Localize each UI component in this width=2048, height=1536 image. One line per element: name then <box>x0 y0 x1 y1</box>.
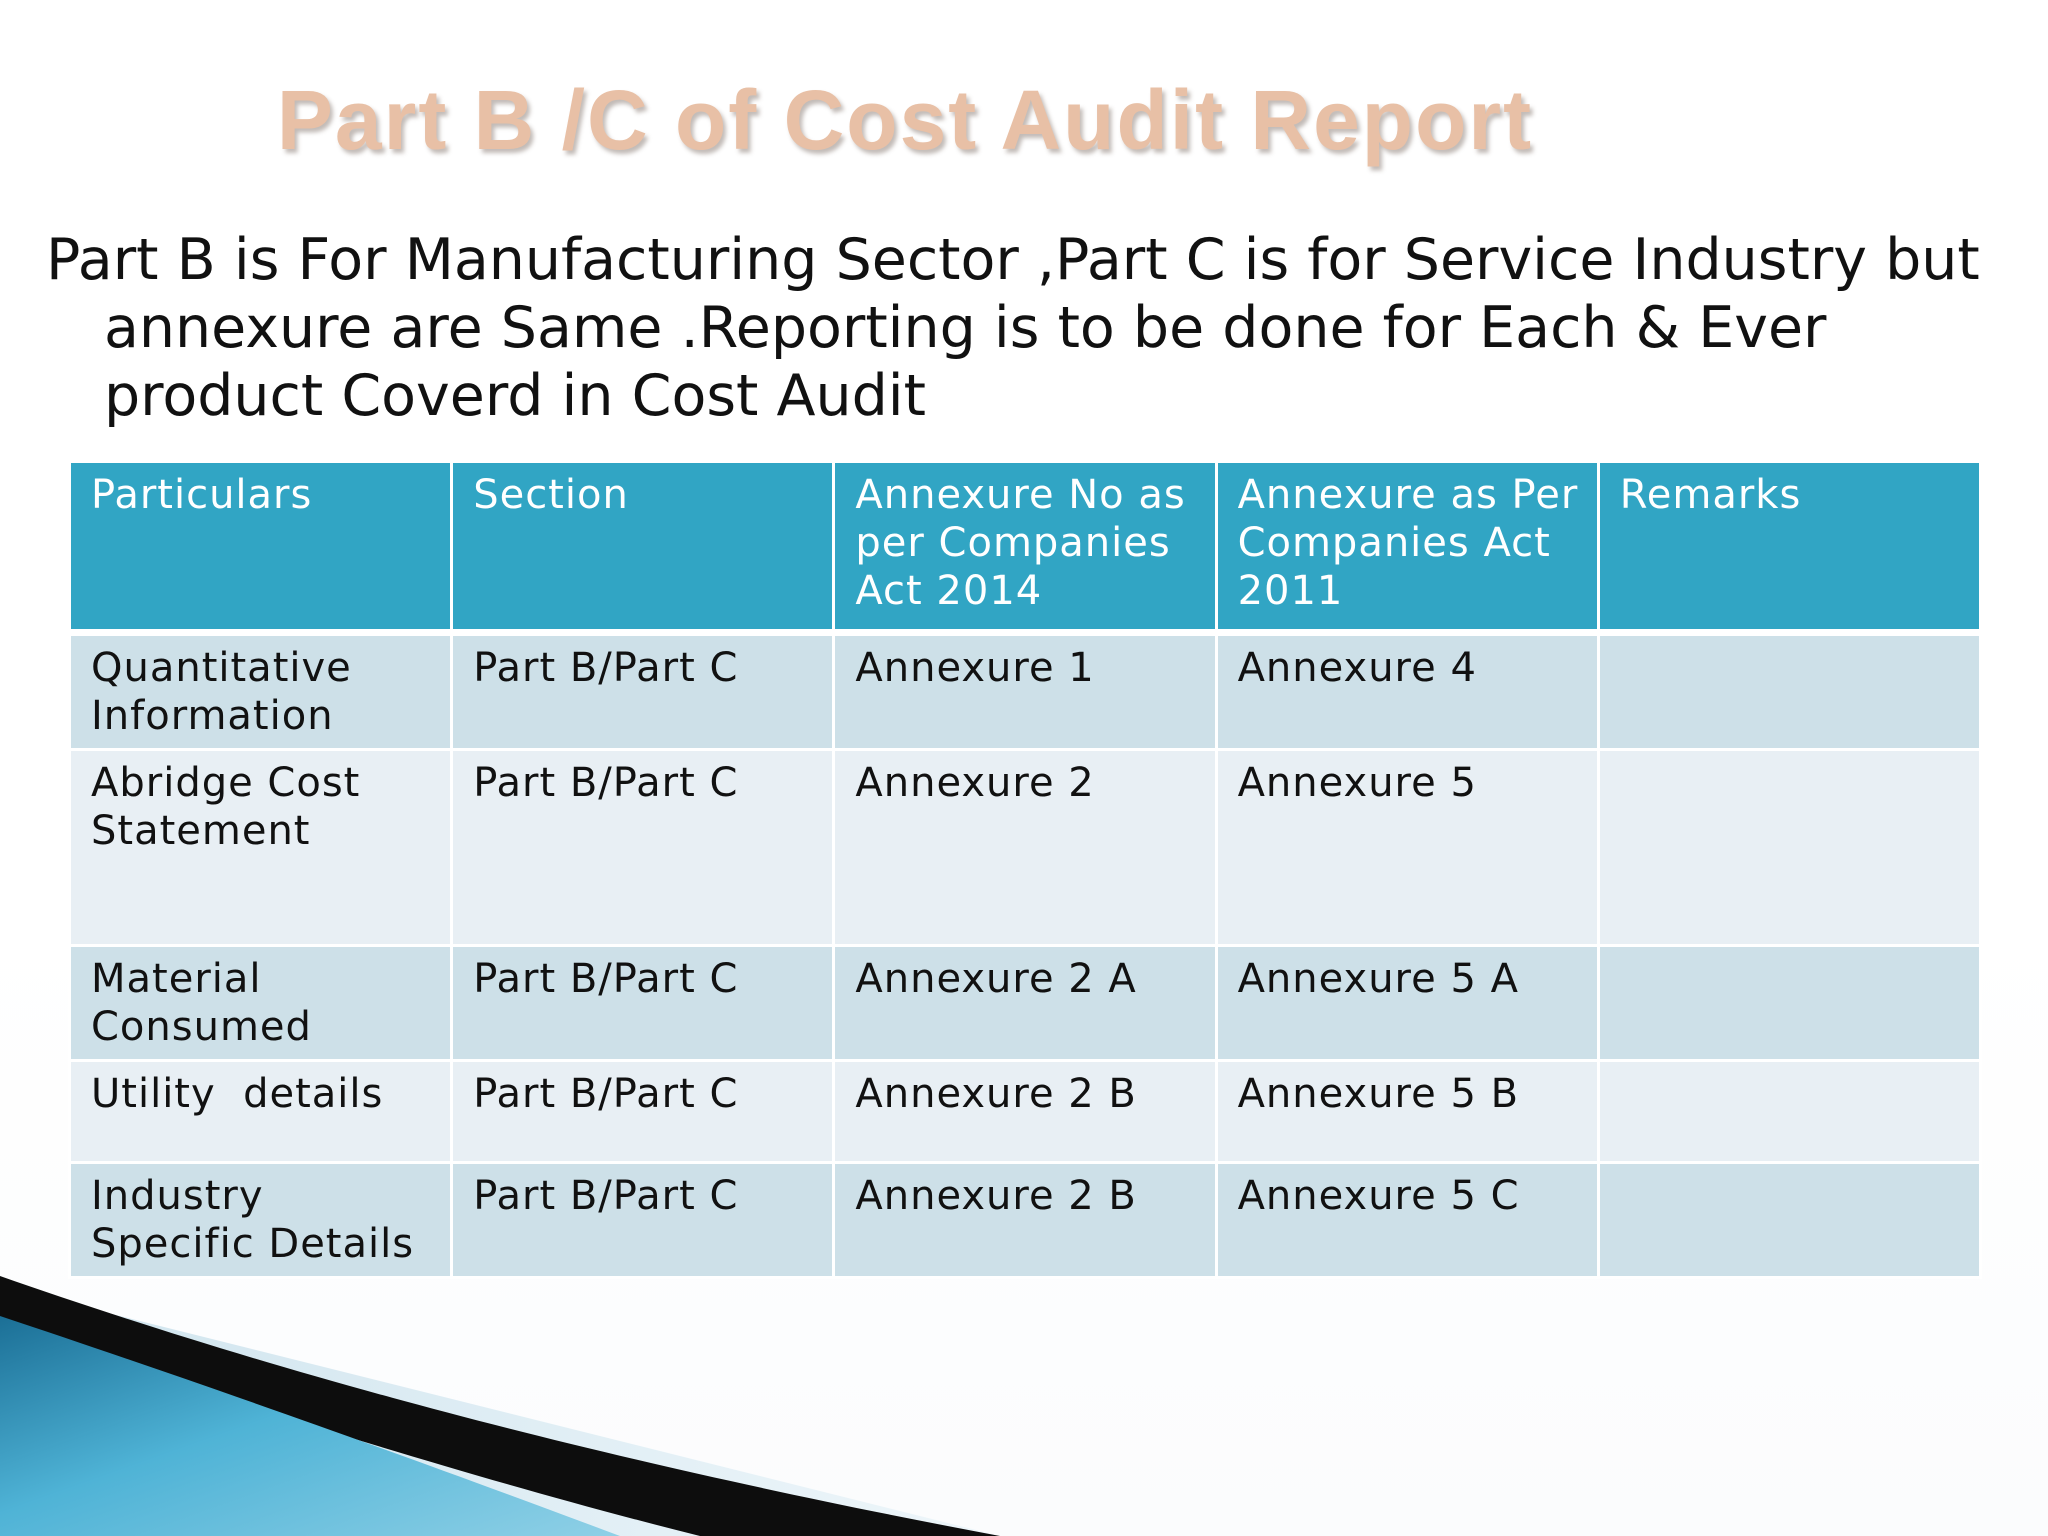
cell-annexure-2011: Annexure 5 <box>1214 748 1600 947</box>
cell-particulars: Quantitative Information <box>67 631 454 751</box>
cell-remarks <box>1596 1059 1983 1164</box>
cell-annexure-2011: Annexure 5 B <box>1214 1059 1600 1164</box>
header-annexure-2014: Annexure No as per Companies Act 2014 <box>832 460 1218 636</box>
header-annexure-2011: Annexure as Per Companies Act 2011 <box>1214 460 1600 636</box>
cell-annexure-2014: Annexure 1 <box>832 631 1218 751</box>
annexure-table: Particulars Section Annexure No as per C… <box>67 460 1983 1279</box>
cell-section: Part B/Part C <box>450 1161 836 1279</box>
cell-particulars: Industry Specific Details <box>67 1161 454 1279</box>
cell-remarks <box>1596 1161 1983 1279</box>
cell-remarks <box>1596 631 1983 751</box>
cell-particulars: Utility details <box>67 1059 454 1164</box>
cell-annexure-2014: Annexure 2 <box>832 748 1218 947</box>
cell-annexure-2014: Annexure 2 B <box>832 1059 1218 1164</box>
table-row: Material Consumed Part B/Part C Annexure… <box>67 944 1983 1062</box>
cell-annexure-2014: Annexure 2 B <box>832 1161 1218 1279</box>
intro-paragraph: Part B is For Manufacturing Sector ,Part… <box>46 227 1980 429</box>
cell-particulars: Abridge Cost Statement <box>67 748 454 947</box>
cell-annexure-2011: Annexure 5 C <box>1214 1161 1600 1279</box>
cell-section: Part B/Part C <box>450 631 836 751</box>
slide-title: Part B /C of Cost Audit Report <box>276 73 1534 167</box>
decorative-swoosh <box>0 1276 1000 1536</box>
cell-annexure-2011: Annexure 4 <box>1214 631 1600 751</box>
cell-section: Part B/Part C <box>450 1059 836 1164</box>
header-remarks: Remarks <box>1596 460 1983 636</box>
cell-section: Part B/Part C <box>450 748 836 947</box>
cell-particulars: Material Consumed <box>67 944 454 1062</box>
cell-annexure-2011: Annexure 5 A <box>1214 944 1600 1062</box>
table-row: Abridge Cost Statement Part B/Part C Ann… <box>67 748 1983 947</box>
header-particulars: Particulars <box>67 460 454 636</box>
cell-section: Part B/Part C <box>450 944 836 1062</box>
annexure-table-container: Particulars Section Annexure No as per C… <box>67 460 1983 1279</box>
header-section: Section <box>450 460 836 636</box>
table-row: Quantitative Information Part B/Part C A… <box>67 631 1983 751</box>
table-row: Utility details Part B/Part C Annexure 2… <box>67 1059 1983 1164</box>
cell-remarks <box>1596 748 1983 947</box>
cell-annexure-2014: Annexure 2 A <box>832 944 1218 1062</box>
table-header-row: Particulars Section Annexure No as per C… <box>67 460 1983 636</box>
table-row: Industry Specific Details Part B/Part C … <box>67 1161 1983 1279</box>
cell-remarks <box>1596 944 1983 1062</box>
